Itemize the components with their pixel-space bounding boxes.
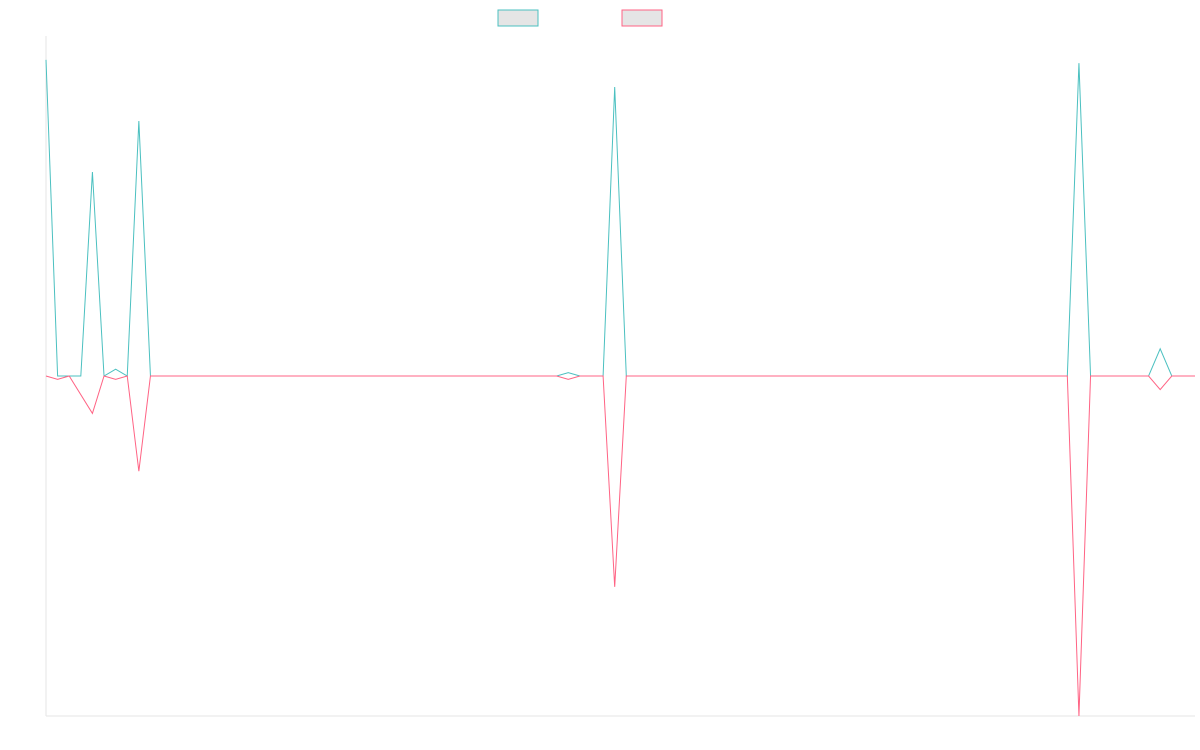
legend-swatch-series-2[interactable] xyxy=(621,9,663,27)
series-1 xyxy=(45,59,1195,377)
series-layer xyxy=(45,59,1195,717)
series-1-line xyxy=(45,59,1195,377)
series-2 xyxy=(45,375,1195,717)
legend xyxy=(497,9,663,27)
series-2-line xyxy=(45,375,1195,717)
legend-swatch-series-1[interactable] xyxy=(497,9,539,27)
